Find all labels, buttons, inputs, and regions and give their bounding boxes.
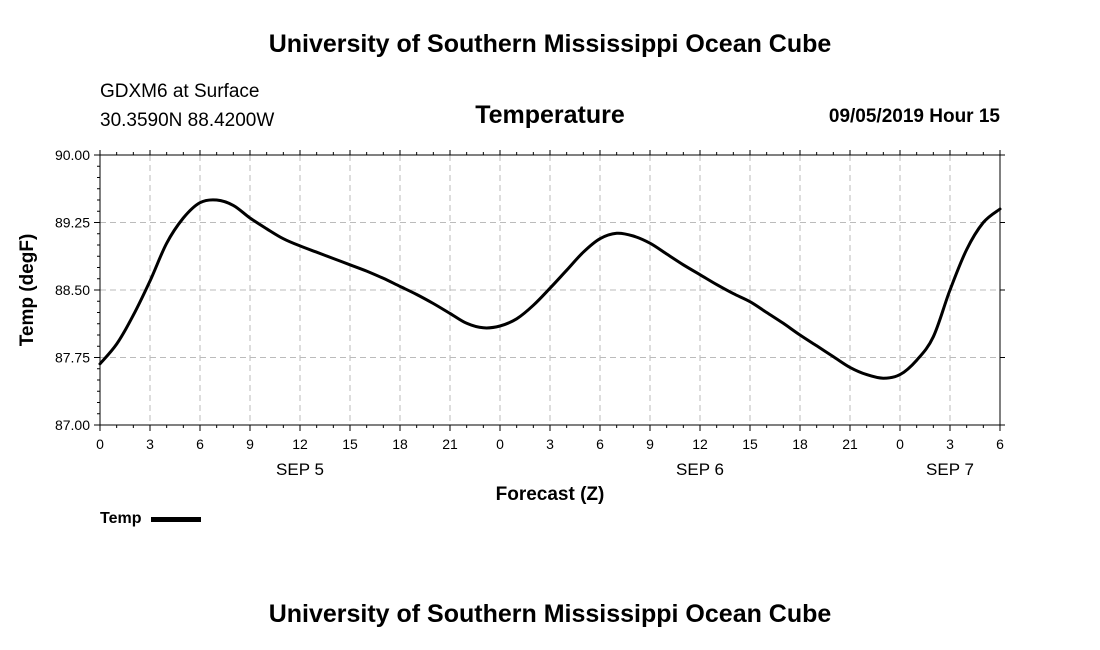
- y-tick-label: 89.25: [55, 215, 90, 231]
- x-tick-label: 9: [246, 436, 254, 452]
- x-tick-label: 3: [946, 436, 954, 452]
- chart-title: Temperature: [475, 101, 625, 129]
- y-tick-label: 88.50: [55, 282, 90, 298]
- x-tick-label: 15: [342, 436, 358, 452]
- x-tick-label: 6: [196, 436, 204, 452]
- temp-series-line: [98, 198, 1002, 380]
- y-axis-title: Temp (degF): [17, 234, 38, 347]
- legend-swatch: [151, 516, 202, 522]
- y-tick-label: 87.75: [55, 350, 90, 366]
- date-label: SEP 5: [276, 460, 324, 479]
- station-coordinates: 30.3590N 88.4200W: [100, 110, 275, 131]
- y-tick-label: 87.00: [55, 417, 90, 433]
- x-tick-label: 3: [146, 436, 154, 452]
- legend-label: Temp: [100, 510, 142, 527]
- x-tick-label: 18: [392, 436, 408, 452]
- x-tick-label: 6: [596, 436, 604, 452]
- forecast-timestamp: 09/05/2019 Hour 15: [828, 106, 1000, 127]
- date-label: SEP 7: [926, 460, 974, 479]
- x-axis-title: Forecast (Z): [496, 484, 605, 505]
- page-title: University of Southern Mississippi Ocean…: [268, 30, 832, 58]
- x-tick-label: 0: [896, 436, 904, 452]
- grid-lines: [100, 155, 1000, 425]
- x-tick-label: 0: [496, 436, 504, 452]
- y-tick-label: 90.00: [55, 147, 90, 163]
- x-tick-label: 21: [842, 436, 858, 452]
- date-label: SEP 6: [676, 460, 724, 479]
- footer-title: University of Southern Mississippi Ocean…: [268, 600, 832, 628]
- x-tick-label: 15: [742, 436, 758, 452]
- x-tick-label: 3: [546, 436, 554, 452]
- plot-frame: [99, 154, 1001, 426]
- station-info: GDXM6 at Surface 30.3590N 88.4200W: [100, 77, 274, 135]
- x-tick-label: 21: [442, 436, 458, 452]
- x-tick-label: 0: [96, 436, 104, 452]
- x-tick-label: 6: [996, 436, 1004, 452]
- station-location: GDXM6 at Surface: [100, 81, 260, 102]
- x-tick-label: 12: [292, 436, 308, 452]
- legend: Temp: [100, 510, 202, 528]
- x-tick-label: 18: [792, 436, 808, 452]
- x-tick-label: 12: [692, 436, 708, 452]
- x-tick-label: 9: [646, 436, 654, 452]
